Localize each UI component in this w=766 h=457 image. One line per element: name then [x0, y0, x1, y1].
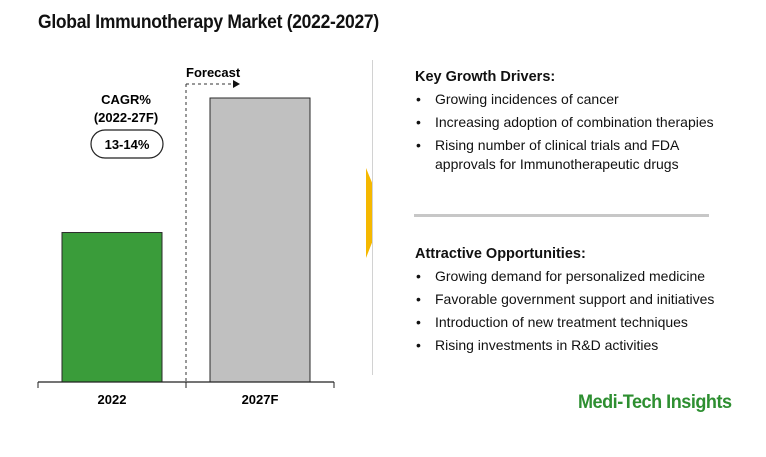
list-item: Favorable government support and initiat… — [415, 288, 714, 311]
drivers-list: Growing incidences of cancer Increasing … — [415, 88, 714, 174]
cagr-value: 13-14% — [105, 137, 150, 152]
page-title: Global Immunotherapy Market (2022-2027) — [38, 12, 379, 33]
forecast-arrow-icon — [233, 80, 240, 88]
bar-2022 — [61, 232, 163, 383]
yellow-arrow-icon — [366, 168, 372, 258]
list-item: Increasing adoption of combination thera… — [415, 111, 714, 134]
drivers-heading: Key Growth Drivers: — [415, 69, 556, 85]
section-divider — [414, 214, 709, 217]
x-tick-label: 2027F — [242, 392, 279, 407]
vertical-divider — [372, 60, 373, 375]
x-tick-labels: 2022 2027F — [98, 392, 279, 407]
cagr-period: (2022-27F) — [94, 110, 158, 125]
forecast-label: Forecast — [186, 65, 241, 80]
list-item: Growing incidences of cancer — [415, 88, 714, 111]
opportunities-list: Growing demand for personalized medicine… — [415, 265, 714, 357]
opportunities-heading: Attractive Opportunities: — [415, 246, 586, 262]
bars-group — [61, 97, 311, 383]
cagr-label: CAGR% — [101, 92, 151, 107]
x-tick-label: 2022 — [98, 392, 127, 407]
brand-logo: Medi-Tech Insights — [578, 392, 732, 413]
list-item: Rising investments in R&D activities — [415, 334, 714, 357]
bar-2027f — [209, 97, 311, 383]
cagr-badge — [90, 129, 164, 159]
list-item: Rising number of clinical trials and FDA… — [415, 136, 705, 174]
list-item: Growing demand for personalized medicine — [415, 265, 714, 288]
list-item: Introduction of new treatment techniques — [415, 311, 714, 334]
market-bar-chart: 2022 2027F Forecast CAGR% (2022-27F) 13-1… — [37, 65, 372, 407]
